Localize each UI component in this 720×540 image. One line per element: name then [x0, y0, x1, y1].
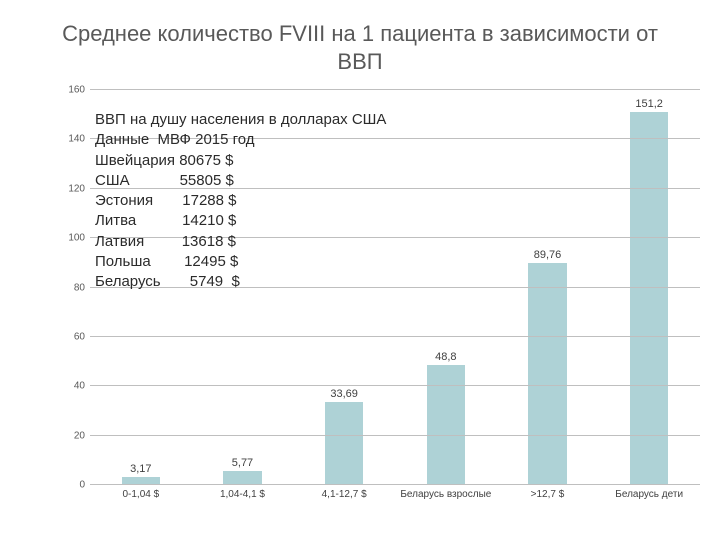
x-category-label: Беларусь дети — [578, 485, 720, 500]
slide: Среднее количество FVIII на 1 пациента в… — [0, 0, 720, 540]
bar — [630, 112, 669, 485]
bar-value-label: 48,8 — [395, 351, 497, 365]
y-tick-label: 40 — [60, 381, 85, 392]
gridline — [90, 336, 700, 337]
bar-value-label: 3,17 — [90, 463, 192, 477]
page-title: Среднее количество FVIII на 1 пациента в… — [40, 20, 680, 75]
bar-value-label: 33,69 — [293, 388, 395, 402]
y-tick-label: 20 — [60, 430, 85, 441]
bar-slot: 48,8Беларусь взрослые — [395, 90, 497, 485]
gdp-overlay-text: ВВП на душу населения в долларах США Дан… — [95, 110, 386, 292]
bar — [223, 471, 262, 485]
bar-slot: 89,76>12,7 $ — [497, 90, 599, 485]
y-tick-label: 80 — [60, 282, 85, 293]
bar — [427, 365, 466, 485]
y-tick-label: 60 — [60, 331, 85, 342]
gridline — [90, 385, 700, 386]
y-tick-label: 120 — [60, 183, 85, 194]
bar-value-label: 151,2 — [598, 98, 700, 112]
y-tick-label: 160 — [60, 85, 85, 96]
bar — [528, 263, 567, 485]
bar-value-label: 89,76 — [497, 249, 599, 263]
gridline — [90, 435, 700, 436]
y-tick-label: 140 — [60, 134, 85, 145]
y-tick-label: 100 — [60, 233, 85, 244]
y-tick-label: 0 — [60, 480, 85, 491]
gridline — [90, 484, 700, 485]
bar-value-label: 5,77 — [192, 457, 294, 471]
bar — [325, 402, 364, 485]
gridline — [90, 89, 700, 90]
bar-slot: 151,2Беларусь дети — [598, 90, 700, 485]
